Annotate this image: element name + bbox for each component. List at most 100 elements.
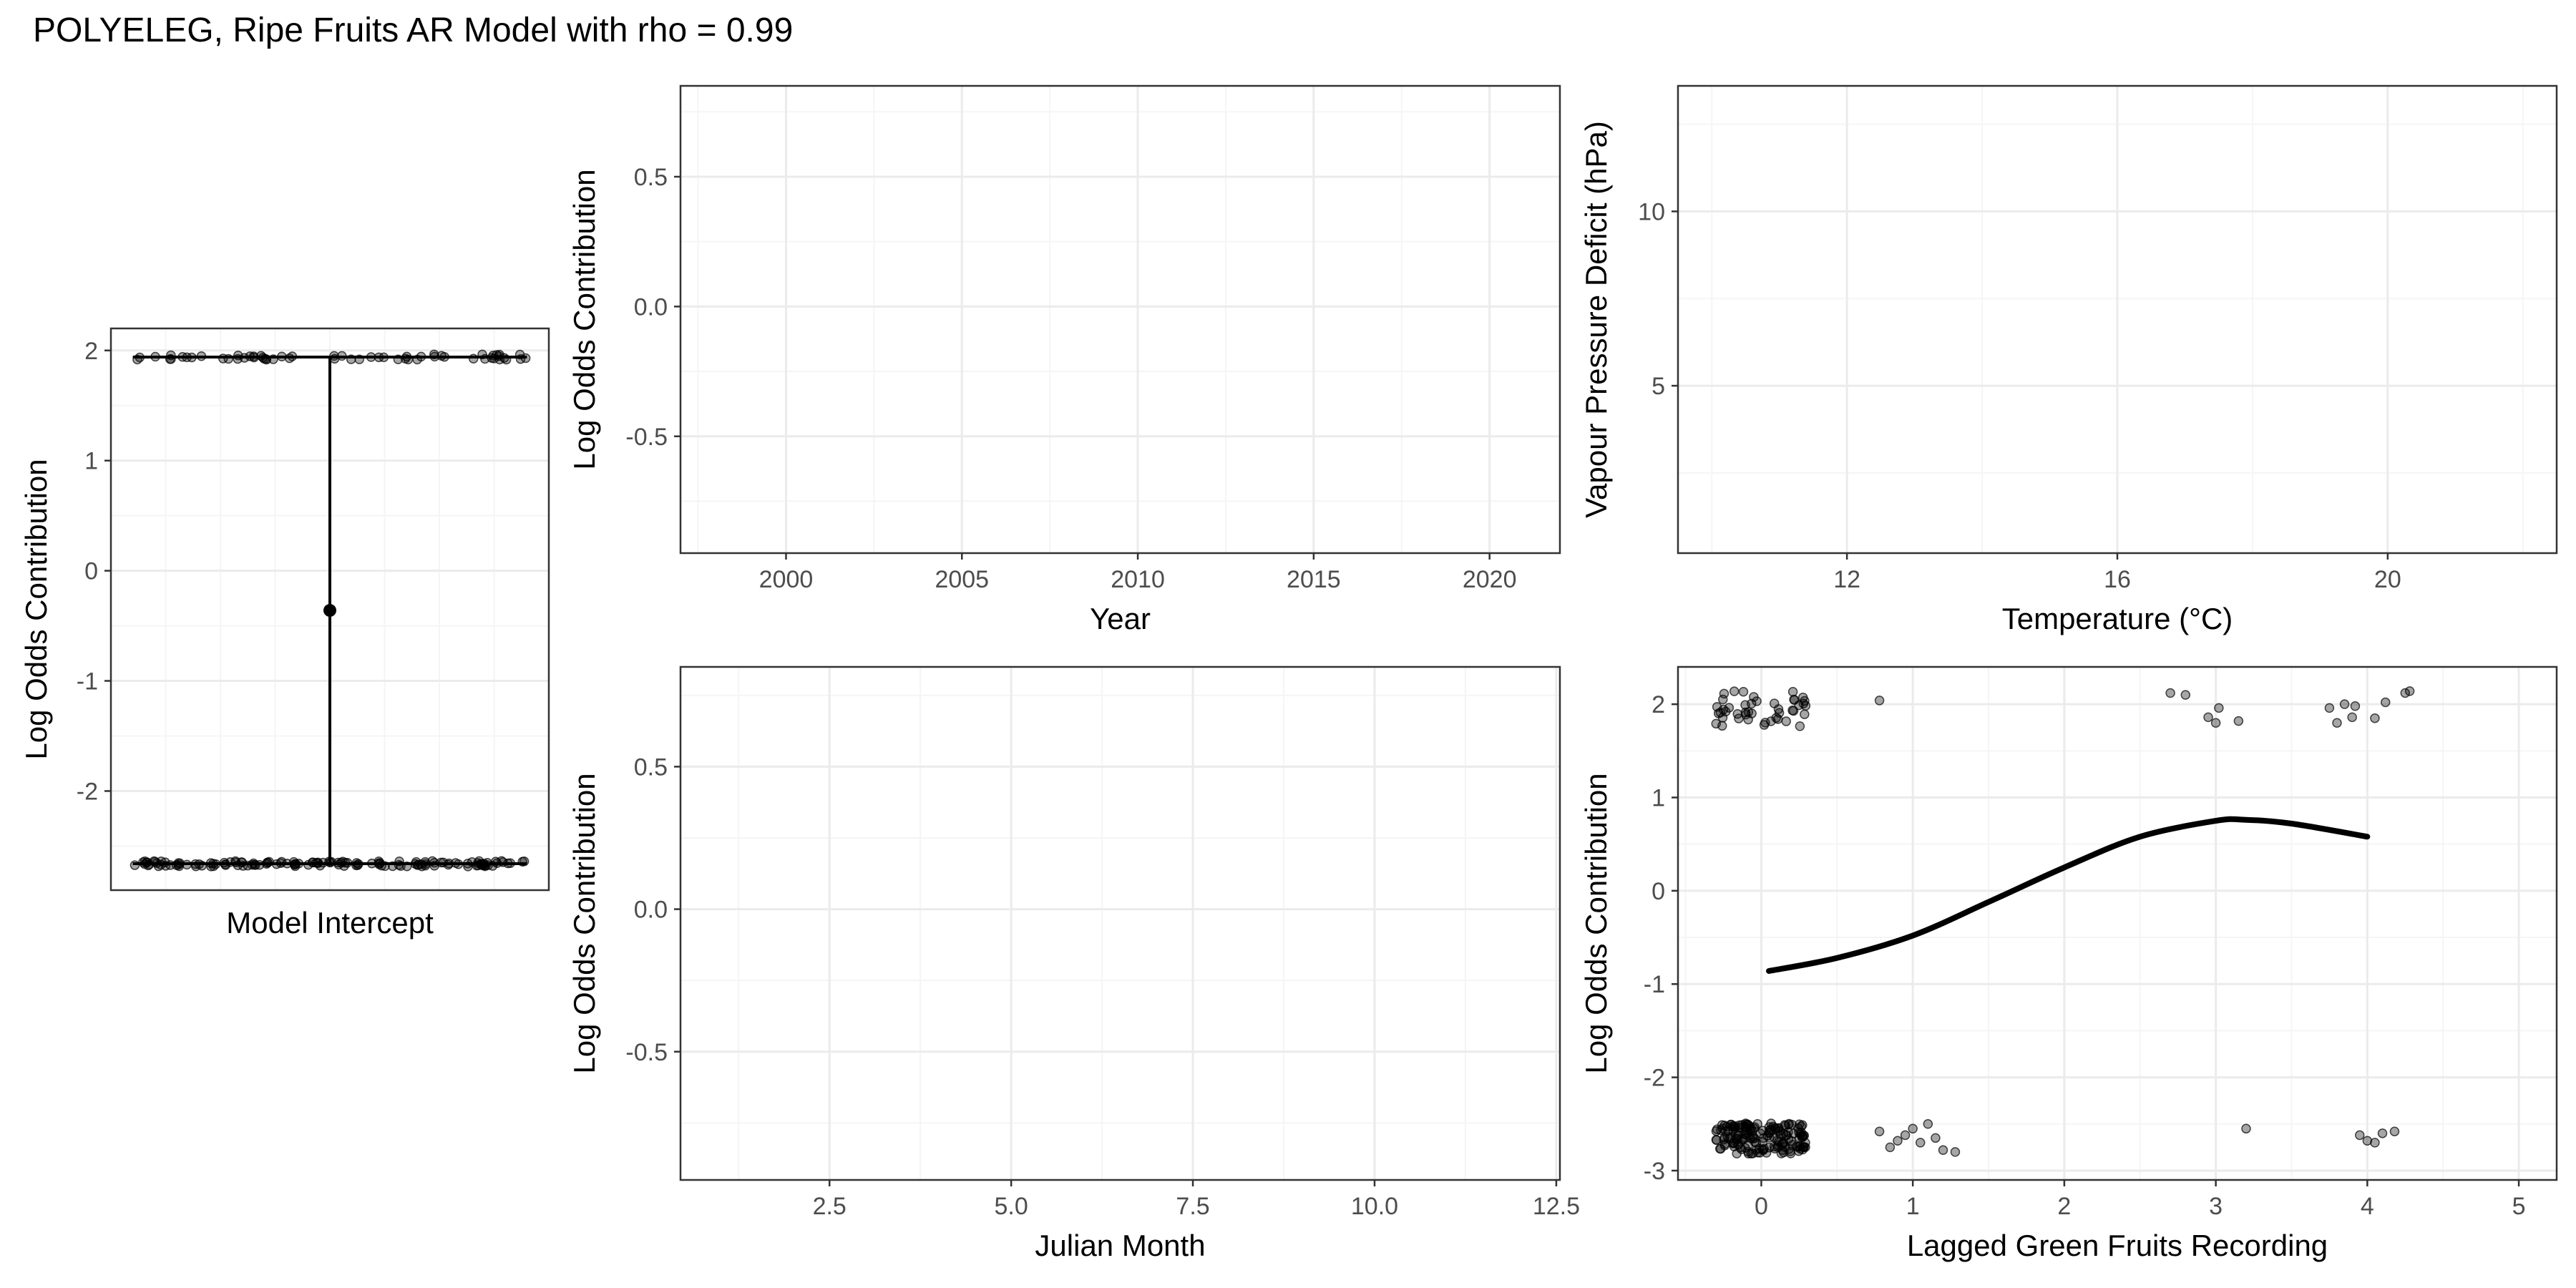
data-point <box>2241 1123 2251 1134</box>
data-point <box>1729 1141 1740 1151</box>
y-tick-label: 2 <box>1652 691 1665 718</box>
data-point <box>2350 701 2361 711</box>
x-axis-title: Model Intercept <box>226 906 434 940</box>
data-point <box>1732 708 1743 719</box>
data-point <box>2381 697 2391 708</box>
data-point <box>1776 1148 1787 1158</box>
y-tick-label: -3 <box>1644 1158 1665 1185</box>
data-point <box>1752 696 1762 706</box>
data-point <box>1792 1142 1803 1152</box>
y-tick-label: -2 <box>77 778 98 805</box>
y-tick-label: -1 <box>77 668 98 696</box>
data-point <box>1923 1119 1933 1129</box>
y-axis-title: Log Odds Contribution <box>19 459 53 759</box>
y-tick-label: 0 <box>1652 878 1665 905</box>
data-point <box>2233 716 2244 726</box>
grid <box>680 667 1560 1180</box>
panel-border <box>109 327 550 892</box>
data-point <box>1719 688 1729 699</box>
data-point <box>1760 718 1770 728</box>
data-point <box>1755 1128 1765 1138</box>
data-point <box>1793 1123 1803 1133</box>
y-axis-title: Log Odds Contribution <box>1579 773 1613 1073</box>
x-tick-label: 2020 <box>1463 566 1517 593</box>
data-point <box>2377 1128 2388 1138</box>
chart-intercept: -2 -1 0 1 2 Model Intercept Log Odds Contribut… <box>19 327 550 940</box>
grid <box>1678 86 2557 553</box>
x-tick-label: 2010 <box>1111 566 1165 593</box>
data-point <box>1715 1143 1726 1154</box>
data-point <box>1800 696 1810 706</box>
data-point <box>1874 696 1885 706</box>
data-point <box>1740 707 1751 718</box>
chart-month: -0.5 0.0 0.5 2.5 5.0 7.5 10.0 12.5 Julian Month L… <box>567 665 1580 1262</box>
data-point <box>1784 1118 1795 1129</box>
y-tick-label: -0.5 <box>625 1039 668 1066</box>
data-point <box>1893 1136 1903 1146</box>
data-point <box>1908 1123 1918 1134</box>
x-tick-label: 10.0 <box>1351 1193 1398 1220</box>
data-point <box>2370 713 2380 723</box>
data-point <box>1938 1145 1948 1156</box>
x-tick-label: 4 <box>2361 1193 2374 1220</box>
data-point <box>2165 688 2175 698</box>
data-point <box>1729 686 1740 696</box>
data-point <box>1715 708 1726 718</box>
data-point <box>2355 1130 2365 1141</box>
data-point <box>1717 721 1727 731</box>
data-point <box>1800 709 1810 719</box>
data-point <box>1765 1124 1776 1134</box>
data-point <box>2339 699 2350 709</box>
y-axis-title: Vapour Pressure Deficit (hPa) <box>1579 121 1613 518</box>
smooth-line <box>1766 816 2371 974</box>
data-point <box>1874 1126 1885 1136</box>
y-tick-label: 0.5 <box>634 164 668 191</box>
data-point <box>2332 718 2342 728</box>
y-axis-title: Log Odds Contribution <box>567 773 601 1073</box>
y-tick-label: 10 <box>1638 198 1665 225</box>
data-point <box>1722 1132 1732 1142</box>
figure-title: POLYELEG, Ripe Fruits AR Model with rho … <box>33 11 793 49</box>
data-point <box>2347 712 2357 723</box>
data-point <box>1755 1148 1765 1158</box>
data-point <box>1783 1127 1793 1138</box>
y-tick-label: 0 <box>84 558 98 585</box>
data-point <box>1761 1148 1772 1158</box>
chart-temperature: 5 10 12 16 20 Temperature (°C) Vapour Pressure… <box>1579 84 2558 635</box>
data-point <box>2180 690 2191 700</box>
data-point <box>1774 708 1785 718</box>
data-point <box>1766 716 1776 726</box>
panel-background <box>1678 667 2557 1180</box>
y-tick-label: -1 <box>1644 971 1665 998</box>
data-point <box>1747 1126 1757 1136</box>
data-point <box>1885 1142 1896 1153</box>
data-point <box>1788 706 1799 716</box>
x-tick-label: 2 <box>2057 1193 2071 1220</box>
x-axis-title: Year <box>1090 602 1151 635</box>
data-point <box>1781 716 1791 726</box>
data-point <box>1789 694 1799 705</box>
x-tick-label: 3 <box>2209 1193 2223 1220</box>
data-point <box>2389 1126 2400 1136</box>
data-point <box>1795 721 1805 731</box>
y-tick-label: 2 <box>84 338 98 365</box>
data-point <box>1752 1118 1762 1129</box>
data-point <box>1740 1122 1751 1132</box>
x-tick-label: 12.5 <box>1533 1193 1580 1220</box>
x-tick-label: 5.0 <box>995 1193 1028 1220</box>
y-tick-label: 1 <box>84 448 98 475</box>
x-axis-title: Julian Month <box>1035 1229 1205 1262</box>
x-tick-label: 12 <box>1833 566 1860 593</box>
y-tick-label: 0.0 <box>634 897 668 924</box>
panel-border <box>1677 665 2558 1181</box>
data-point <box>1769 698 1780 708</box>
data-point <box>2404 686 2415 696</box>
data-point <box>1771 713 1781 723</box>
panel-background <box>680 667 1560 1180</box>
point-estimate <box>323 604 336 618</box>
panel-border <box>679 665 1561 1181</box>
x-tick-label: 20 <box>2374 566 2401 593</box>
x-tick-label: 16 <box>2104 566 2131 593</box>
data-point <box>1712 1135 1722 1146</box>
